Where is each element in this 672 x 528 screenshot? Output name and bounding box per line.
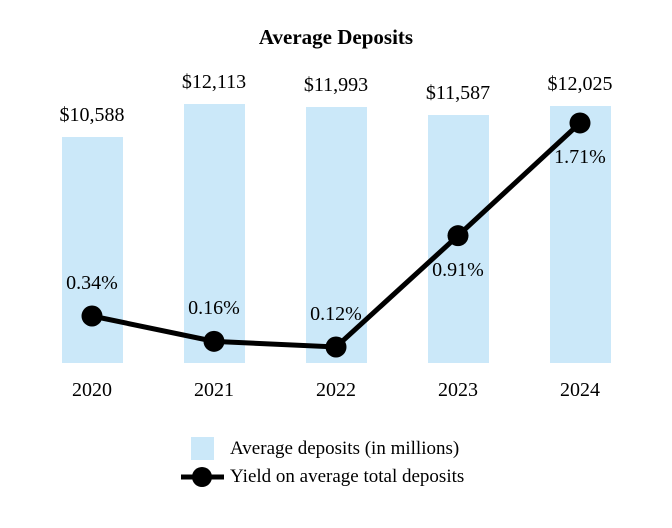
legend: Average deposits (in millions) Yield on … bbox=[180, 436, 464, 489]
legend-item-deposits: Average deposits (in millions) bbox=[180, 436, 464, 461]
chart-title: Average Deposits bbox=[258, 25, 414, 49]
year-label: 2022 bbox=[316, 379, 356, 401]
legend-bar-marker-cell bbox=[180, 437, 225, 460]
legend-bar-label: Average deposits (in millions) bbox=[230, 438, 460, 459]
legend-line-label: Yield on average total deposits bbox=[230, 466, 465, 487]
deposit-bar bbox=[427, 115, 489, 363]
deposit-bar bbox=[61, 136, 123, 363]
yield-value-label: 0.91% bbox=[432, 258, 484, 281]
legend-item-yield: Yield on average total deposits bbox=[180, 464, 464, 489]
bar-value-label: $11,587 bbox=[425, 82, 491, 105]
legend-line-marker-cell bbox=[180, 465, 225, 489]
bar-value-label: $11,993 bbox=[303, 73, 369, 96]
yield-value-label: 0.12% bbox=[310, 302, 362, 325]
bar-swatch-icon bbox=[191, 437, 214, 460]
bar-value-label: $10,588 bbox=[59, 103, 125, 126]
year-label: 2020 bbox=[72, 379, 112, 401]
year-label: 2024 bbox=[560, 379, 600, 401]
bar-value-label: $12,025 bbox=[547, 72, 613, 95]
line-marker-icon bbox=[181, 466, 224, 487]
year-label: 2023 bbox=[438, 379, 478, 401]
bar-value-label: $12,113 bbox=[181, 70, 247, 93]
deposit-bar bbox=[183, 103, 245, 363]
yield-value-label: 0.16% bbox=[188, 297, 240, 320]
yield-value-label: 1.71% bbox=[554, 145, 606, 168]
yield-value-label: 0.34% bbox=[66, 271, 118, 294]
year-label: 2021 bbox=[194, 379, 234, 401]
